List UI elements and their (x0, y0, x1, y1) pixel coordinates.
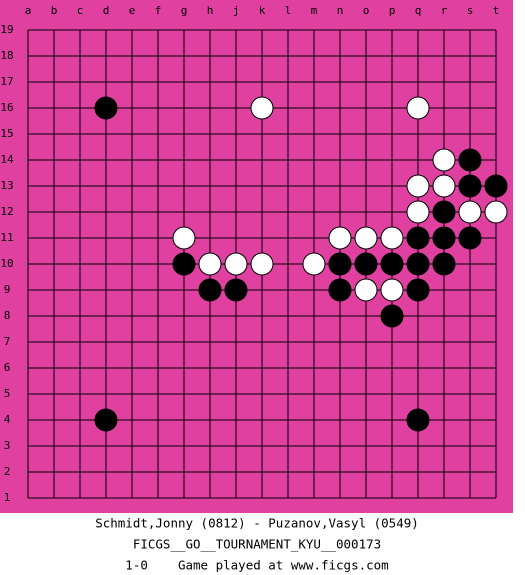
column-label: m (311, 4, 318, 17)
stone (458, 174, 482, 198)
column-label: k (259, 4, 266, 17)
row-label: 4 (4, 413, 11, 426)
column-label: n (337, 4, 344, 17)
row-label: 12 (0, 205, 13, 218)
column-label: a (25, 4, 32, 17)
row-label: 2 (4, 465, 11, 478)
stone (94, 408, 118, 432)
stone (406, 278, 430, 302)
column-label: s (467, 4, 474, 17)
stone (458, 226, 482, 250)
row-label: 14 (0, 153, 14, 166)
event: FICGS__GO__TOURNAMENT_KYU__000173 (133, 537, 381, 552)
stone (406, 96, 430, 120)
stone (380, 304, 404, 328)
column-label: h (207, 4, 214, 17)
row-label: 16 (0, 101, 13, 114)
column-label: p (389, 4, 396, 17)
column-label: b (51, 4, 58, 17)
stone (458, 200, 482, 224)
row-label: 13 (0, 179, 13, 192)
stone (380, 278, 404, 302)
stone (354, 252, 378, 276)
row-label: 17 (0, 75, 13, 88)
column-label: l (285, 4, 292, 17)
column-label: q (415, 4, 422, 17)
stone (172, 252, 196, 276)
stone (302, 252, 326, 276)
stone (328, 226, 352, 250)
column-label: r (441, 4, 448, 17)
row-label: 5 (4, 387, 11, 400)
stone (354, 278, 378, 302)
stone (354, 226, 378, 250)
row-label: 6 (4, 361, 11, 374)
column-label: o (363, 4, 370, 17)
column-label: d (103, 4, 110, 17)
row-label: 3 (4, 439, 11, 452)
stone (432, 226, 456, 250)
stone (172, 226, 196, 250)
stone (250, 96, 274, 120)
column-label: c (77, 4, 84, 17)
players: Schmidt,Jonny (0812) - Puzanov,Vasyl (05… (95, 516, 419, 531)
stone (250, 252, 274, 276)
stone (458, 148, 482, 172)
stone (198, 252, 222, 276)
stone (380, 226, 404, 250)
column-label: t (493, 4, 500, 17)
row-label: 9 (4, 283, 11, 296)
row-label: 18 (0, 49, 13, 62)
stone (94, 96, 118, 120)
stone (328, 278, 352, 302)
column-label: f (155, 4, 162, 17)
stone (198, 278, 222, 302)
row-label: 10 (0, 257, 13, 270)
stone (406, 226, 430, 250)
row-label: 11 (0, 231, 13, 244)
row-label: 19 (0, 23, 13, 36)
row-label: 8 (4, 309, 11, 322)
stone (380, 252, 404, 276)
column-label: e (129, 4, 136, 17)
stone (224, 252, 248, 276)
stone (432, 252, 456, 276)
column-label: g (181, 4, 188, 17)
stone (484, 174, 508, 198)
stone (406, 174, 430, 198)
stone (406, 252, 430, 276)
result: 1-0 Game played at www.ficgs.com (125, 558, 388, 573)
stone (484, 200, 508, 224)
stone (328, 252, 352, 276)
stone (406, 408, 430, 432)
stone (432, 200, 456, 224)
row-label: 1 (4, 491, 11, 504)
stone (224, 278, 248, 302)
row-label: 7 (4, 335, 11, 348)
row-label: 15 (0, 127, 13, 140)
stone (432, 148, 456, 172)
stone (432, 174, 456, 198)
column-label: j (233, 4, 240, 17)
stone (406, 200, 430, 224)
